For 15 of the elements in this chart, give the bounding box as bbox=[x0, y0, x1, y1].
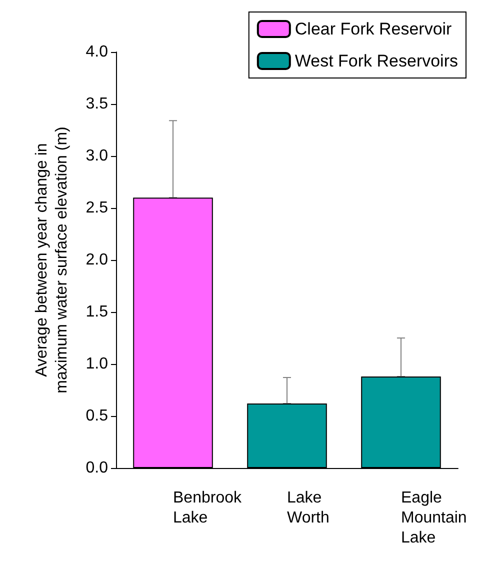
x-tick-label: Lake Worth bbox=[287, 490, 330, 526]
y-tick-label: 0.0 bbox=[86, 460, 108, 476]
x-tick-label: Benbrook Lake bbox=[173, 490, 242, 526]
x-tick-label: Eagle Mountain Lake bbox=[401, 490, 467, 546]
y-tick-label: 1.5 bbox=[86, 304, 108, 320]
legend-label: West Fork Reservoirs bbox=[294, 52, 458, 70]
y-tick-label: 3.5 bbox=[86, 96, 108, 112]
legend-label: Clear Fork Reservoir bbox=[294, 20, 452, 38]
y-tick-label: 2.5 bbox=[86, 200, 108, 216]
y-tick-label: 0.5 bbox=[86, 408, 108, 424]
y-tick-label: 3.0 bbox=[86, 148, 108, 164]
y-tick-label: 2.0 bbox=[86, 252, 108, 268]
y-tick-label: 4.0 bbox=[86, 44, 108, 60]
y-axis-title: Average between year change in maximum water surface elevation (m) bbox=[34, 126, 70, 394]
y-tick-label: 1.0 bbox=[86, 356, 108, 372]
